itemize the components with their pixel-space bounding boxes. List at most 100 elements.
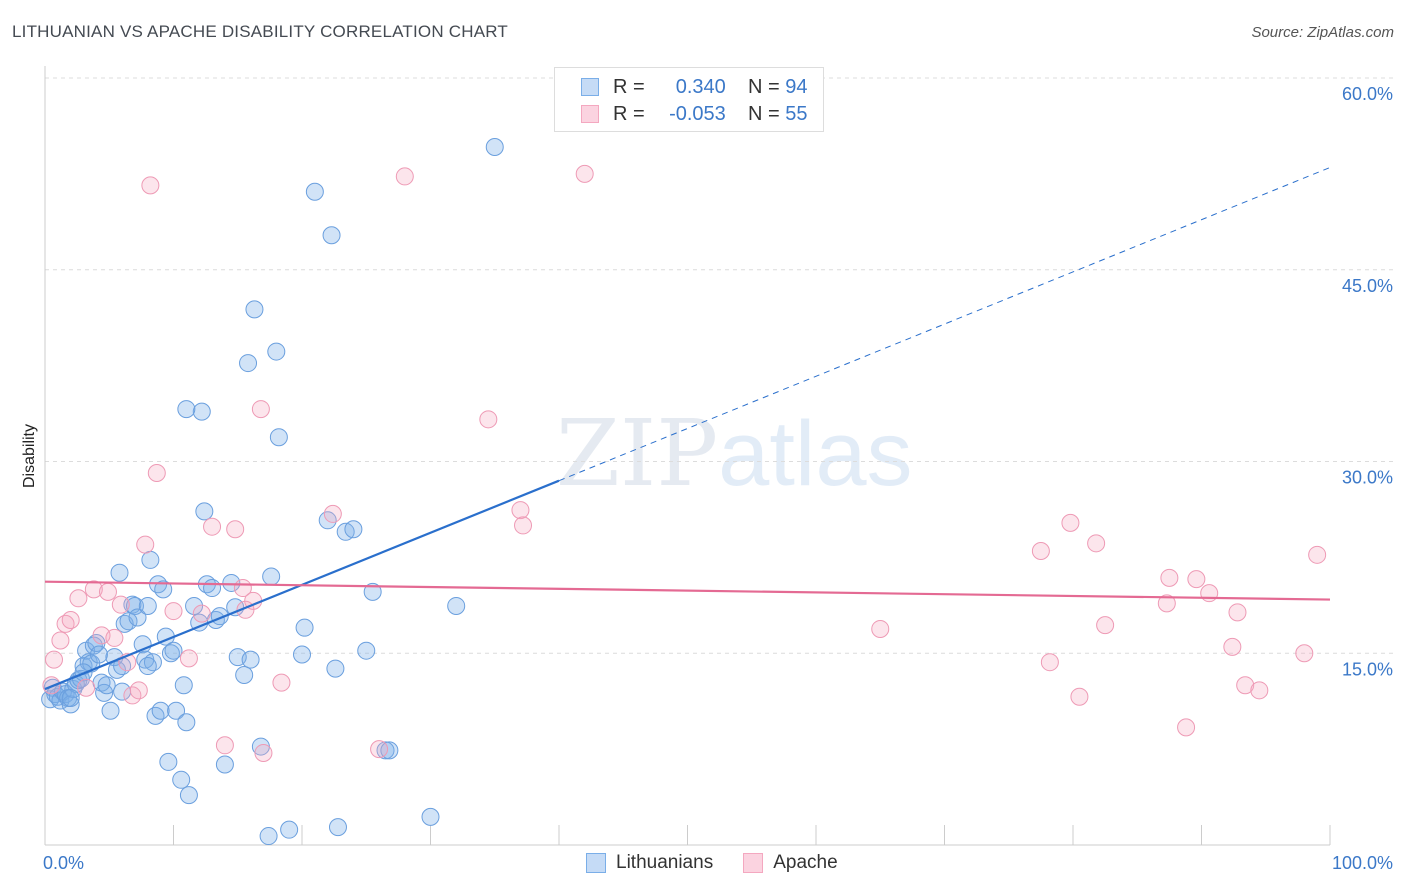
apache-point: [77, 678, 96, 697]
apache-point: [251, 400, 270, 419]
lithuanians-point: [215, 755, 234, 774]
apache-point: [1157, 594, 1176, 613]
lithuanians-point: [328, 818, 347, 837]
apache-point: [1200, 584, 1219, 603]
x-tick-label: 0.0%: [43, 853, 84, 873]
lithuanians-point: [195, 502, 214, 521]
lithuanians-point: [326, 659, 345, 678]
apache-point: [105, 628, 124, 647]
lithuanians-point: [363, 582, 382, 601]
lithuanians-point: [167, 701, 186, 720]
lithuanians-point: [154, 580, 173, 599]
lithuanians-point: [357, 641, 376, 660]
lithuanians-point: [164, 641, 183, 660]
y-tick-label: 60.0%: [1342, 84, 1393, 104]
legend-r-value: -0.053: [669, 102, 726, 125]
lithuanians-point: [226, 598, 245, 617]
lithuanians-point: [89, 645, 108, 664]
lithuanians-point: [128, 608, 147, 627]
lithuanians-point: [245, 300, 264, 319]
apache-point: [1187, 570, 1206, 589]
apache-point: [1070, 687, 1089, 706]
lithuanians-point: [125, 596, 144, 615]
lithuanians-point: [239, 354, 258, 373]
lithuanians-point: [110, 563, 129, 582]
legend-item-apache: Apache: [743, 852, 838, 874]
legend-r-value: 0.340: [675, 75, 726, 98]
lithuanians-point: [305, 182, 324, 201]
apache-point: [871, 619, 890, 638]
y-tick-label: 45.0%: [1342, 276, 1393, 296]
lithuanians-point: [295, 618, 314, 637]
apache-point: [1308, 545, 1327, 564]
lithuanians-point: [179, 786, 198, 805]
apache-point: [1040, 653, 1059, 672]
apache-point: [1236, 676, 1255, 695]
lithuanians-point: [376, 741, 395, 760]
apache-point: [1250, 681, 1269, 700]
legend-row-apache: R = -0.053 N = 55: [581, 101, 808, 127]
apache-point: [51, 631, 70, 650]
apache-point: [254, 743, 273, 762]
lithuanians-point: [146, 706, 165, 725]
apache-point: [129, 681, 148, 700]
legend-row-lithuanians: R = 0.340 N = 94: [581, 74, 808, 100]
lithuanians-point: [141, 550, 160, 569]
watermark: ZIPatlas: [556, 400, 913, 507]
chart-title: LITHUANIAN VS APACHE DISABILITY CORRELAT…: [12, 22, 508, 41]
apache-point: [370, 740, 389, 759]
series-legend: Lithuanians Apache: [586, 852, 868, 874]
apache-point: [226, 520, 245, 539]
apache-point: [42, 676, 61, 695]
legend-swatch-pink: [581, 105, 599, 123]
y-tick-label: 15.0%: [1342, 659, 1393, 679]
apache-point: [1031, 541, 1050, 560]
lithuanians-point: [174, 676, 193, 695]
apache-point: [1295, 644, 1314, 663]
apache-point: [323, 504, 342, 523]
apache-point: [575, 164, 594, 183]
apache-point: [192, 604, 211, 623]
lithuanians-point: [61, 688, 80, 707]
apache-point: [147, 464, 166, 483]
lithuanians-point: [138, 657, 157, 676]
apache-point: [179, 649, 198, 668]
lithuanians-point: [241, 650, 260, 669]
lithuanians-point: [192, 402, 211, 421]
lithuanians-point: [101, 701, 120, 720]
lithuanians-point: [177, 400, 196, 419]
apache-point: [69, 589, 88, 608]
apache-point: [272, 673, 291, 692]
apache-point: [44, 650, 63, 669]
legend-item-lithuanians: Lithuanians: [586, 852, 713, 874]
apache-point: [514, 516, 533, 535]
apache-point: [1087, 534, 1106, 553]
lithuanians-point: [159, 752, 178, 771]
apache-point: [98, 582, 117, 601]
apache-point: [511, 501, 530, 520]
lithuanians-point: [177, 713, 196, 732]
apache-point: [141, 176, 160, 195]
lithuanians-point: [421, 807, 440, 826]
apache-point: [203, 517, 222, 536]
apache-point: [111, 595, 130, 614]
legend-swatch-blue: [586, 853, 606, 873]
legend-r-label: R =: [613, 75, 645, 98]
lithuanians-point: [262, 567, 281, 586]
watermark-atlas: atlas: [718, 403, 913, 505]
y-axis-label: Disability: [21, 424, 38, 488]
legend-n-value: 94: [785, 75, 808, 98]
lithuanians-point: [161, 644, 180, 663]
apache-point: [1160, 568, 1179, 587]
lithuanians-point: [185, 596, 204, 615]
legend-n-value: 55: [785, 102, 808, 125]
lithuanians-point: [97, 676, 116, 695]
apache-point: [1061, 513, 1080, 532]
lithuanians-point: [293, 645, 311, 664]
legend-label: Apache: [773, 852, 838, 873]
apache-point: [1096, 616, 1115, 635]
lithuanians-point: [280, 820, 299, 839]
apache-point: [136, 535, 155, 554]
lithuanians-point: [259, 827, 278, 846]
